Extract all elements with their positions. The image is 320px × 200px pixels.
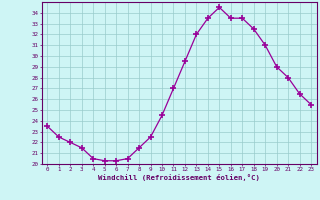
X-axis label: Windchill (Refroidissement éolien,°C): Windchill (Refroidissement éolien,°C) [98, 174, 260, 181]
